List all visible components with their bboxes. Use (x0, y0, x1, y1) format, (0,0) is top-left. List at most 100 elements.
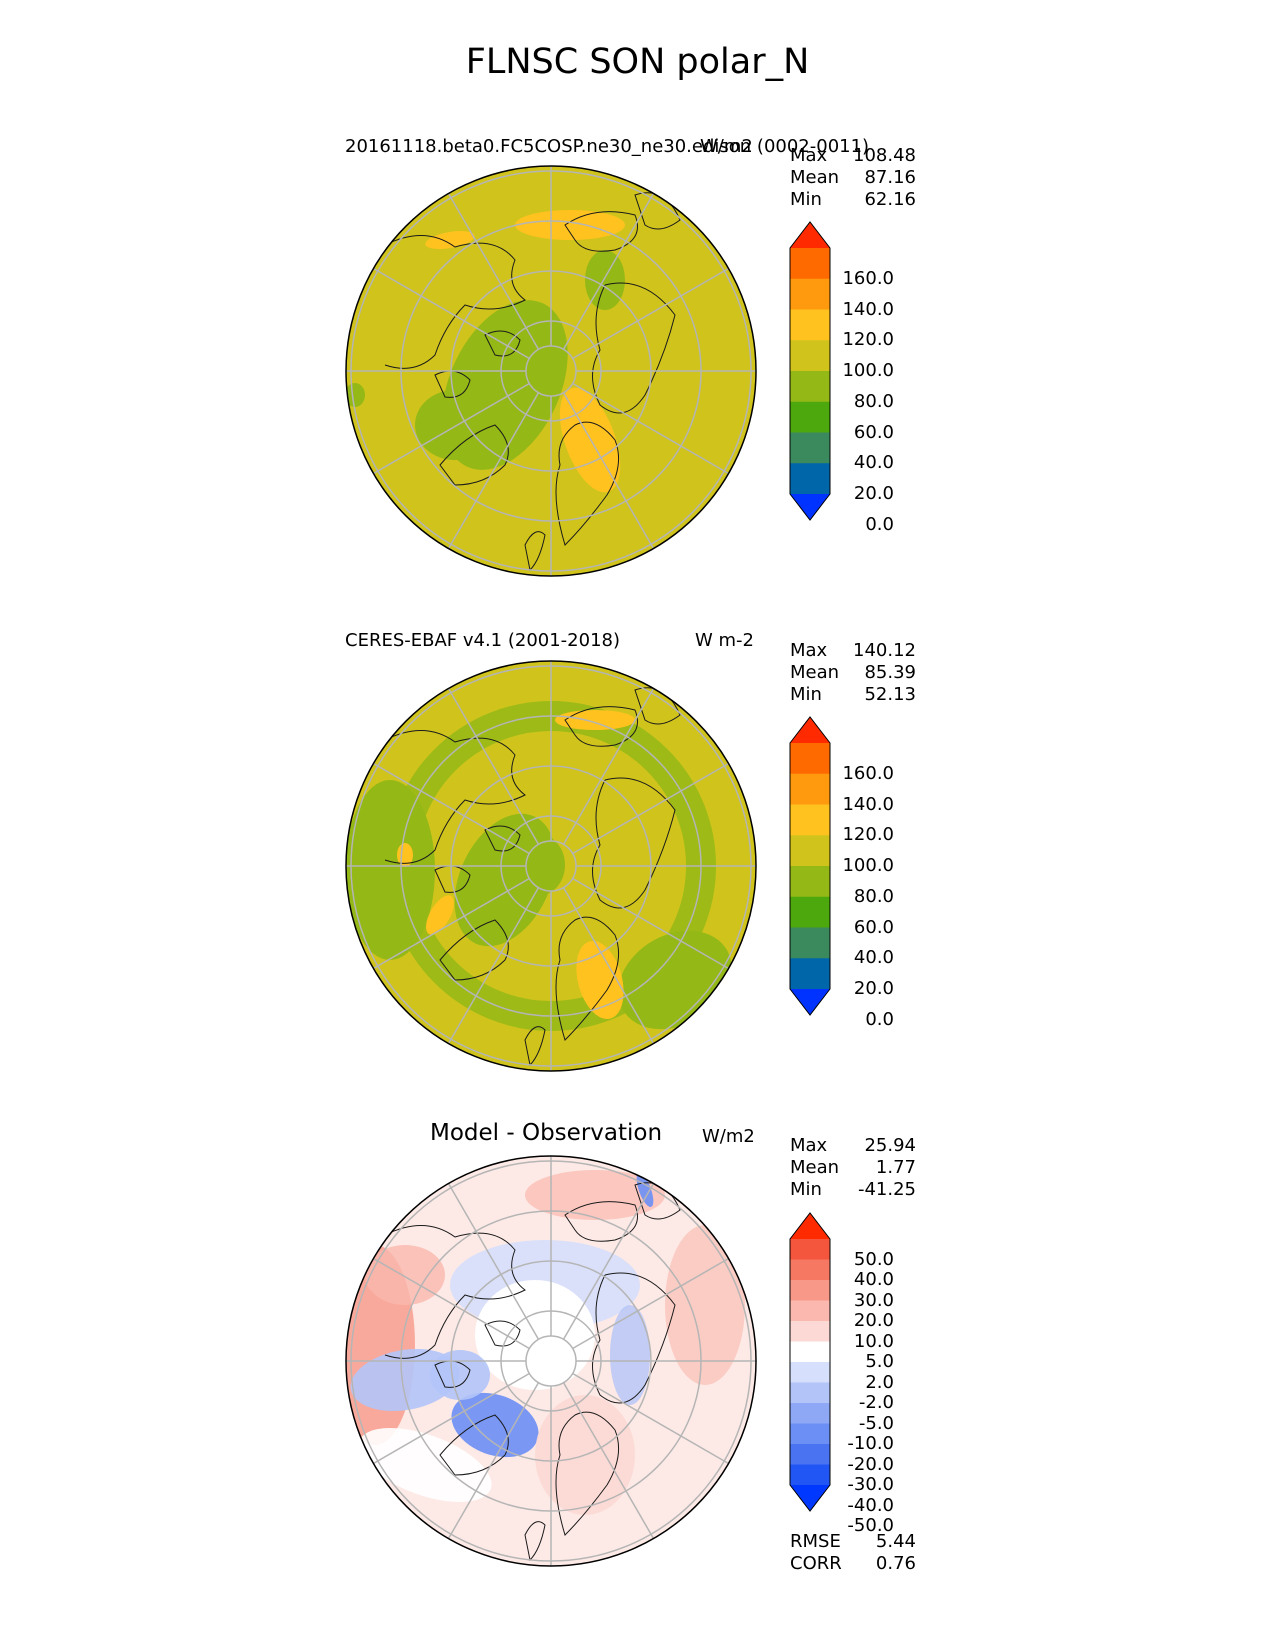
panel3-polar-map (345, 1155, 757, 1567)
colorbar-segment (790, 401, 830, 433)
colorbar-segment (790, 1300, 830, 1322)
stat-corr-label: CORR (790, 1553, 842, 1574)
meridian-line (447, 1183, 540, 1340)
stat-mean-value: 1.77 (875, 1157, 916, 1178)
panel2-polar-map (345, 660, 757, 1072)
stat-min-value: -41.25 (857, 1179, 916, 1200)
coastline (555, 421, 620, 546)
stat-max-label: Max (790, 1135, 828, 1156)
coastline (484, 1320, 521, 1347)
colorbar-tick-label: 120.0 (842, 329, 894, 351)
stat-max-label: Max (790, 640, 828, 661)
stat-mean-label: Mean (790, 1157, 840, 1178)
meridian-line (562, 688, 655, 845)
meridian-line (373, 382, 530, 475)
map-boundary (345, 660, 757, 1072)
figure-title: FLNSC SON polar_N (465, 42, 810, 82)
stat-mean-value: 87.16 (864, 167, 916, 188)
colorbar-tick-label: 160.0 (842, 267, 894, 289)
stat-rmse-value: 5.44 (875, 1531, 916, 1552)
colorbar-segment (790, 1423, 830, 1445)
colorbar-segment (790, 432, 830, 464)
colorbar-segment (790, 743, 830, 775)
colorbar-tick-label: -2.0 (858, 1392, 894, 1413)
colorbar-tick-label: 60.0 (853, 421, 894, 443)
colorbar-tick-label: -5.0 (858, 1412, 894, 1434)
stat-max-value: 108.48 (853, 145, 916, 166)
colorbar-segment (790, 309, 830, 341)
map-boundary (345, 165, 757, 577)
meridian-line (447, 688, 540, 845)
colorbar-tick-label: 160.0 (842, 762, 894, 784)
stat-mean-label: Mean (790, 167, 840, 188)
panel3-colorbar (789, 1212, 831, 1512)
colorbar-extend-max (790, 1213, 830, 1239)
colorbar-segment (790, 1239, 830, 1260)
colorbar-tick-label: 0.0 (865, 513, 894, 535)
meridian-line (447, 193, 540, 350)
meridian-line (562, 1183, 655, 1340)
colorbar-tick-label: 0.0 (865, 1008, 894, 1030)
coastline (555, 916, 620, 1041)
colorbar-tick-label: 20.0 (853, 978, 894, 999)
colorbar-segment (790, 804, 830, 836)
colorbar-segment (790, 463, 830, 495)
stat-max-value: 25.94 (864, 1135, 916, 1156)
colorbar-tick-label: 80.0 (853, 885, 894, 907)
panel3-stats: Max 25.94 Mean 1.77 Min -41.25 (790, 1135, 916, 1201)
colorbar-segment (790, 1280, 830, 1301)
field-region (350, 1348, 460, 1412)
stat-mean-value: 85.39 (864, 662, 916, 683)
coastline (384, 730, 526, 864)
field-region (475, 1280, 595, 1390)
colorbar-tick-label: 20.0 (853, 1310, 894, 1331)
colorbar-segment (790, 773, 830, 805)
meridian-line (572, 877, 729, 970)
panel3-title: Model - Observation (430, 1120, 663, 1146)
field-region (515, 210, 625, 240)
field-region (576, 940, 624, 1020)
meridian-line (562, 887, 655, 1044)
field-region (365, 1245, 445, 1305)
panel2-units: W m-2 (695, 630, 755, 651)
coastline (384, 1225, 526, 1359)
colorbar-tick-label: 40.0 (853, 452, 894, 474)
panel2-colorbar (789, 716, 831, 1016)
panel2-title: CERES-EBAF v4.1 (2001-2018) (345, 630, 621, 651)
colorbar-tick-label: -20.0 (847, 1453, 894, 1475)
colorbar-tick-label: 120.0 (842, 824, 894, 846)
meridian-line (447, 887, 540, 1044)
colorbar-segment (790, 340, 830, 372)
stat-min-label: Min (790, 1179, 822, 1200)
coastline (484, 825, 521, 852)
colorbar-tick-label: 20.0 (853, 483, 894, 504)
coastline (564, 211, 638, 252)
meridian-line (373, 877, 530, 970)
meridian-line (373, 267, 530, 360)
panel1-title: 20161118.beta0.FC5COSP.ne30_ne30.edison … (345, 136, 870, 157)
panel2-stats: Max 140.12 Mean 85.39 Min 52.13 (790, 640, 916, 706)
field-region (610, 1305, 650, 1405)
colorbar-tick-label: 100.0 (842, 855, 894, 876)
meridian-line (373, 762, 530, 855)
colorbar-segment (790, 1362, 830, 1383)
colorbar-segment (790, 1341, 830, 1363)
colorbar-segment (790, 371, 830, 403)
meridian-line (572, 382, 729, 475)
colorbar-tick-label: 40.0 (853, 947, 894, 969)
field-region (451, 1392, 539, 1458)
colorbar-extend-min (790, 494, 830, 520)
map-boundary (345, 1155, 757, 1567)
meridian-line (572, 267, 729, 360)
meridian-line (562, 1382, 655, 1539)
colorbar-tick-label: 10.0 (853, 1330, 894, 1352)
colorbar-tick-label: 60.0 (853, 916, 894, 938)
coastline (564, 706, 638, 747)
panel3-units: W/m2 (702, 1126, 755, 1147)
meridian-line (572, 1257, 729, 1350)
colorbar-extend-max (790, 717, 830, 743)
meridian-line (373, 1257, 530, 1350)
panel2-colorbar-ticks: 160.0 140.0 120.0 100.0 80.0 60.0 40.0 20.0 0.0 (830, 717, 900, 1030)
colorbar-segment (790, 958, 830, 990)
panel1-stats: Max 108.48 Mean 87.16 Min 62.16 (790, 145, 916, 211)
